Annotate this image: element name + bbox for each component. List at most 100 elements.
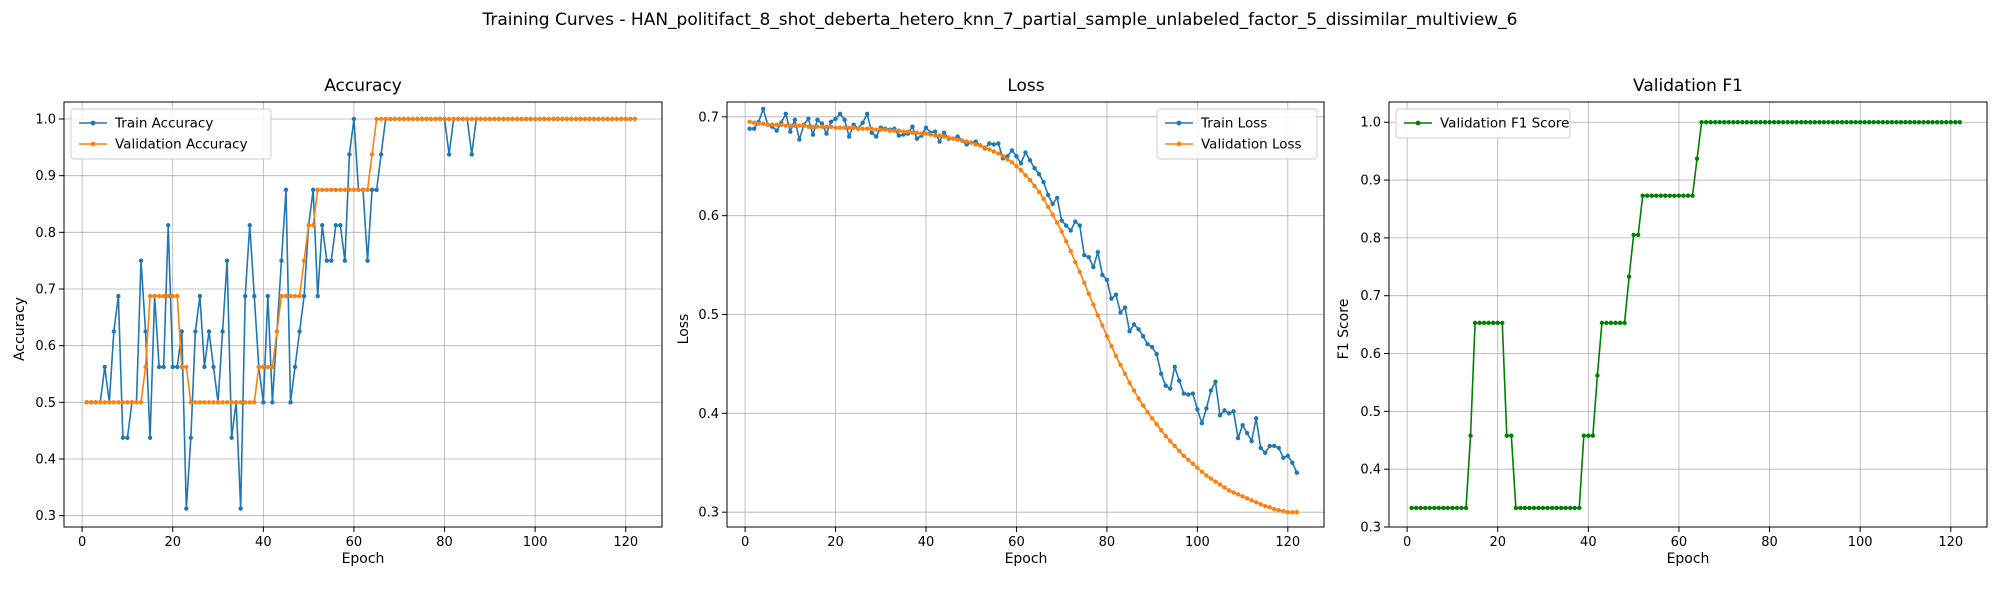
accuracy-data-point [261, 364, 266, 370]
f1-ytick-label: 0.4 [1360, 463, 1381, 478]
loss-data-point [792, 123, 798, 128]
loss-data-point [987, 141, 992, 146]
loss-data-point [905, 129, 911, 134]
f1-data-point [1894, 120, 1899, 125]
loss-data-point [837, 125, 843, 130]
f1-data-point [1663, 193, 1668, 198]
loss-data-point [801, 123, 807, 128]
accuracy-data-point [301, 293, 307, 299]
accuracy-data-point [442, 116, 447, 122]
accuracy-data-point [623, 116, 628, 122]
f1-ytick-label: 0.7 [1360, 289, 1381, 304]
f1-data-point [1622, 320, 1627, 326]
f1-ytick-label: 1.0 [1360, 116, 1381, 131]
f1-xtick-label: 100 [1848, 535, 1873, 550]
f1-data-point [1563, 505, 1568, 511]
accuracy-data-point [532, 116, 538, 122]
loss-data-point [982, 145, 987, 150]
f1-title: Validation F1 [1633, 76, 1743, 96]
accuracy-data-point [392, 116, 397, 122]
loss-data-point [1050, 201, 1055, 206]
loss-data-point [1149, 344, 1155, 350]
accuracy-data-point [166, 223, 171, 228]
f1-data-point [1436, 505, 1442, 511]
f1-data-point [1794, 120, 1799, 125]
loss-data-point [1149, 416, 1155, 421]
loss-data-point [1163, 433, 1168, 439]
loss-data-point [828, 124, 834, 129]
accuracy-data-point [111, 329, 117, 334]
loss-data-point [1244, 496, 1250, 501]
f1-data-point [1413, 505, 1419, 511]
loss-data-point [991, 149, 997, 154]
loss-data-point [1145, 341, 1150, 347]
loss-data-point [1041, 179, 1046, 185]
f1-data-point [1939, 120, 1944, 125]
loss-data-point [774, 122, 779, 127]
f1-data-point [1780, 120, 1786, 125]
accuracy-ytick-label: 0.5 [35, 396, 56, 411]
loss-data-point [1258, 445, 1263, 451]
accuracy-data-point [342, 187, 348, 193]
loss-data-point [1217, 482, 1223, 487]
accuracy-data-point [428, 116, 434, 122]
loss-xtick-label: 20 [827, 535, 844, 550]
loss-data-point [1240, 423, 1245, 428]
f1-data-point [1767, 120, 1772, 125]
loss-data-point [1059, 218, 1064, 223]
f1-axes-frame [1388, 101, 1988, 528]
f1-data-point [1880, 120, 1886, 125]
f1-data-point [1477, 320, 1482, 326]
accuracy-data-point [600, 116, 606, 122]
loss-legend-box [1156, 108, 1318, 160]
accuracy-data-point [338, 223, 343, 228]
loss-data-point [910, 130, 915, 135]
accuracy-data-point [88, 400, 94, 405]
loss-data-point [810, 132, 816, 137]
f1-panel: Validation F1 Epoch F1 Score 0 20 40 60 80 10… [1336, 76, 1988, 567]
f1-ytick-label: 0.3 [1360, 521, 1381, 536]
accuracy-data-point [455, 116, 461, 122]
f1-data-point [1744, 120, 1750, 125]
accuracy-ytick-label: 0.7 [35, 283, 56, 298]
loss-data-point [1113, 292, 1119, 297]
f1-data-point [1844, 120, 1849, 125]
loss-data-point [1199, 421, 1205, 426]
f1-series-1 [1409, 120, 1963, 511]
loss-legend-label: Train Loss [1200, 116, 1267, 132]
accuracy-legend-label: Train Accuracy [114, 116, 213, 132]
loss-data-point [932, 133, 938, 138]
loss-data-point [1127, 329, 1132, 334]
loss-data-point [1023, 172, 1028, 178]
loss-data-point [1059, 229, 1064, 234]
loss-data-point [1073, 219, 1078, 224]
f1-ytick-label: 0.5 [1360, 405, 1381, 420]
loss-data-point [1154, 351, 1159, 357]
accuracy-data-point [202, 400, 207, 405]
f1-ylabel: F1 Score [1336, 299, 1352, 360]
f1-data-point [1835, 120, 1840, 125]
loss-data-point [1158, 371, 1164, 376]
loss-data-point [959, 138, 965, 143]
loss-xtick-label: 120 [1275, 535, 1300, 550]
loss-title: Loss [1007, 76, 1044, 96]
loss-data-point [874, 127, 879, 132]
f1-ytick-label: 0.8 [1360, 231, 1381, 246]
accuracy-data-point [465, 116, 470, 122]
accuracy-data-point [125, 435, 130, 440]
loss-data-point [1186, 392, 1191, 397]
loss-data-point [1186, 457, 1191, 462]
loss-ylabel: Loss [676, 314, 692, 345]
accuracy-data-point [270, 400, 275, 405]
loss-data-point [851, 125, 856, 130]
accuracy-data-point [265, 364, 271, 370]
loss-data-point [1136, 396, 1141, 401]
accuracy-data-point [292, 364, 298, 370]
f1-data-point [1581, 433, 1587, 438]
loss-legend-marker [1176, 141, 1182, 147]
accuracy-xlabel: Epoch [342, 551, 385, 567]
loss-data-point [901, 129, 906, 134]
accuracy-data-point [193, 329, 198, 334]
loss-data-point [779, 122, 784, 127]
f1-data-point [1898, 120, 1904, 125]
